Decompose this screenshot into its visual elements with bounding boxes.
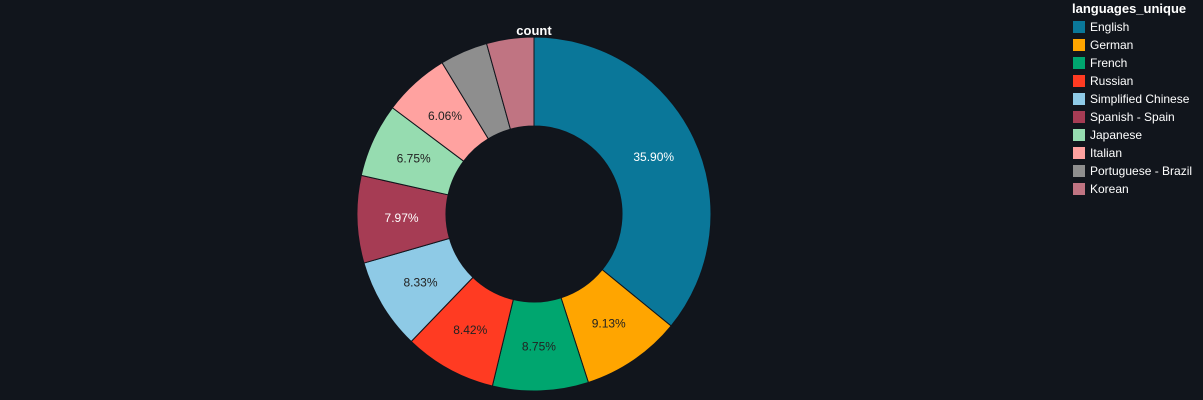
- slice-label: 6.75%: [397, 152, 431, 166]
- legend-label: Japanese: [1090, 128, 1142, 142]
- chart-title: count: [516, 23, 552, 38]
- slice-label: 9.13%: [592, 316, 626, 330]
- legend-label: Korean: [1090, 182, 1129, 196]
- legend-item-spanish-spain[interactable]: Spanish - Spain: [1073, 110, 1175, 124]
- legend-label: Italian: [1090, 146, 1122, 160]
- legend-swatch: [1073, 93, 1085, 105]
- slices-group: [356, 36, 712, 392]
- legend-swatch: [1073, 129, 1085, 141]
- slice-label: 8.33%: [404, 275, 438, 289]
- legend-label: Portuguese - Brazil: [1090, 164, 1192, 178]
- legend-label: Spanish - Spain: [1090, 110, 1175, 124]
- slice-korean[interactable]: [485, 36, 535, 130]
- legend-item-german[interactable]: German: [1073, 38, 1133, 52]
- legend-swatch: [1073, 39, 1085, 51]
- legend-item-japanese[interactable]: Japanese: [1073, 128, 1142, 142]
- legend-title: languages_unique: [1072, 1, 1186, 16]
- legend-label: French: [1090, 56, 1127, 70]
- legend-swatch: [1073, 57, 1085, 69]
- legend-item-french[interactable]: French: [1073, 56, 1127, 70]
- legend-swatch: [1073, 147, 1085, 159]
- slice-english[interactable]: [533, 36, 712, 327]
- legend-item-english[interactable]: English: [1073, 20, 1129, 34]
- legend-item-korean[interactable]: Korean: [1073, 182, 1129, 196]
- legend-item-simplified-chinese[interactable]: Simplified Chinese: [1073, 92, 1190, 106]
- slice-label: 8.42%: [453, 323, 487, 337]
- legend-item-russian[interactable]: Russian: [1073, 74, 1133, 88]
- legend-swatch: [1073, 165, 1085, 177]
- legend-label: German: [1090, 38, 1133, 52]
- slice-labels-group: 35.90% 9.13% 8.75% 8.42% 8.33% 7.97% 6.75% 6.06…: [385, 109, 675, 354]
- legend-swatch: [1073, 21, 1085, 33]
- legend-item-italian[interactable]: Italian: [1073, 146, 1122, 160]
- legend: languages_unique English German French Russ…: [1072, 1, 1192, 196]
- slice-label: 7.97%: [385, 211, 419, 225]
- slice-label: 6.06%: [428, 109, 462, 123]
- legend-swatch: [1073, 183, 1085, 195]
- legend-swatch: [1073, 111, 1085, 123]
- slice-label: 35.90%: [633, 150, 674, 164]
- legend-swatch: [1073, 75, 1085, 87]
- slice-label: 8.75%: [522, 339, 556, 353]
- legend-label: English: [1090, 20, 1129, 34]
- legend-label: Russian: [1090, 74, 1133, 88]
- legend-label: Simplified Chinese: [1090, 92, 1190, 106]
- legend-item-portuguese-brazil[interactable]: Portuguese - Brazil: [1073, 164, 1192, 178]
